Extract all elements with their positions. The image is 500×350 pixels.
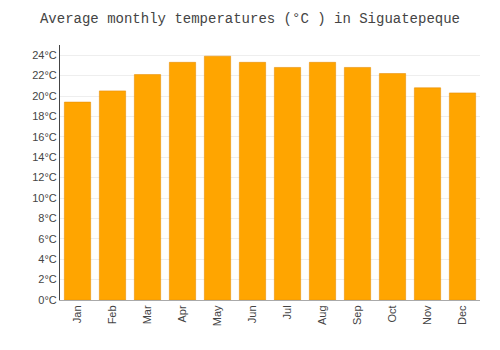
svg-text:22°C: 22°C	[32, 69, 57, 81]
svg-text:18°C: 18°C	[32, 110, 57, 122]
svg-text:24°C: 24°C	[32, 49, 57, 61]
svg-text:Jan: Jan	[71, 305, 83, 323]
svg-text:8°C: 8°C	[38, 212, 57, 224]
svg-text:Sep: Sep	[351, 305, 363, 325]
svg-text:10°C: 10°C	[32, 192, 57, 204]
svg-text:Mar: Mar	[141, 305, 153, 324]
svg-text:Apr: Apr	[176, 305, 188, 322]
svg-text:Jul: Jul	[281, 305, 293, 319]
svg-text:12°C: 12°C	[32, 171, 57, 183]
svg-text:20°C: 20°C	[32, 90, 57, 102]
svg-text:4°C: 4°C	[38, 253, 57, 265]
svg-text:Oct: Oct	[386, 305, 398, 322]
svg-text:Aug: Aug	[316, 305, 328, 325]
svg-text:Feb: Feb	[106, 305, 118, 324]
svg-text:Dec: Dec	[456, 305, 468, 325]
svg-text:May: May	[211, 305, 223, 326]
svg-text:Nov: Nov	[421, 305, 433, 325]
svg-text:2°C: 2°C	[38, 273, 57, 285]
svg-text:0°C: 0°C	[38, 294, 57, 306]
svg-text:14°C: 14°C	[32, 151, 57, 163]
svg-text:6°C: 6°C	[38, 233, 57, 245]
svg-text:Jun: Jun	[246, 305, 258, 323]
svg-text:Average monthly temperatures (: Average monthly temperatures (°C ) in Si…	[40, 11, 460, 27]
svg-text:16°C: 16°C	[32, 131, 57, 143]
